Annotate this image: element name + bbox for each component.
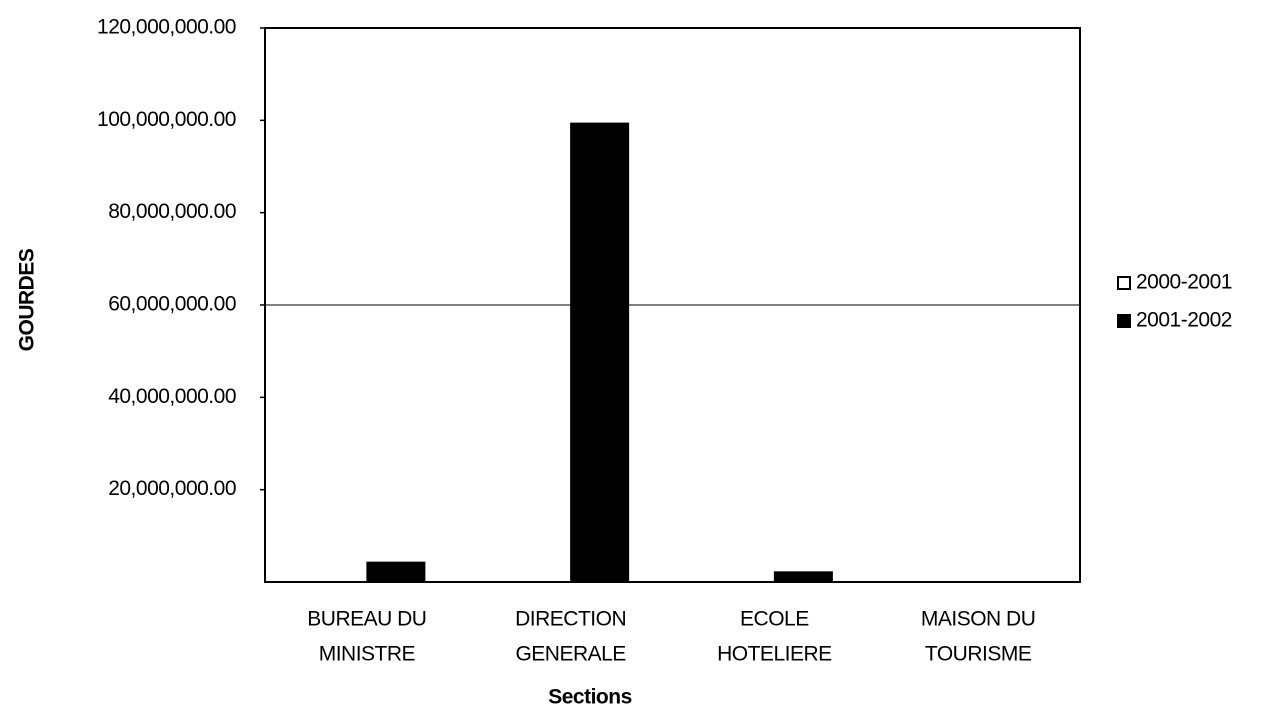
legend-swatch [1117, 314, 1131, 328]
y-tick-label: 100,000,000.00 [97, 108, 236, 131]
y-tick-label: 80,000,000.00 [108, 200, 236, 223]
y-tick-label: 120,000,000.00 [97, 16, 236, 39]
legend-label: 2000-2001 [1136, 271, 1232, 294]
bar [773, 571, 833, 583]
y-tick-label: 60,000,000.00 [108, 293, 236, 316]
y-tick-label: 20,000,000.00 [108, 477, 236, 500]
x-tick-label: ECOLE [740, 608, 809, 631]
x-tick-label: DIRECTION [515, 608, 626, 631]
x-tick-label: TOURISME [925, 643, 1032, 666]
x-axis-label: Sections [548, 686, 632, 709]
x-tick-label: MINISTRE [319, 643, 416, 666]
x-tick-label: HOTELIERE [717, 643, 832, 666]
plot-frame [264, 27, 1081, 583]
x-tick-label: BUREAU DU [307, 608, 426, 631]
bar [366, 561, 426, 583]
legend-label: 2001-2002 [1136, 309, 1232, 332]
legend-swatch [1117, 276, 1131, 290]
y-tick-label: 40,000,000.00 [108, 385, 236, 408]
x-tick-label: MAISON DU [921, 608, 1036, 631]
bar [570, 122, 630, 583]
x-tick-label: GENERALE [515, 643, 626, 666]
y-axis-label: GOURDES [16, 248, 39, 351]
